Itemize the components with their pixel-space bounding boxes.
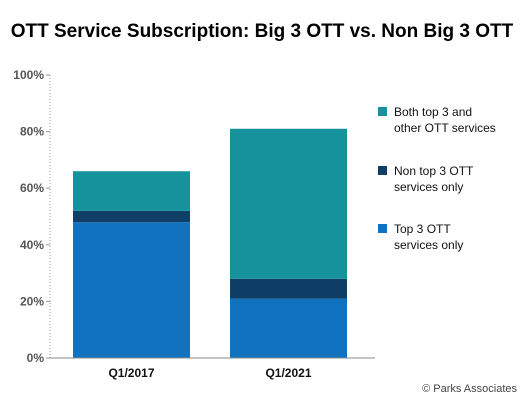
y-tick-label: 40% <box>20 238 44 252</box>
legend-label: services only <box>394 180 463 194</box>
legend-label: other OTT services <box>394 121 496 135</box>
legend-label: Both top 3 and <box>394 105 472 119</box>
plot-area: 0% 20% 40% 60% 80% 100% Q1/2017 Q1/2021 <box>13 68 375 380</box>
x-category-label: Q1/2021 <box>265 366 311 380</box>
bar-segment <box>230 278 347 299</box>
y-tick-label: 0% <box>27 351 45 365</box>
x-category-label: Q1/2017 <box>108 366 154 380</box>
legend-label: Non top 3 OTT <box>394 164 474 178</box>
y-tick-label: 60% <box>20 181 44 195</box>
y-tick-label: 80% <box>20 125 44 139</box>
y-tick-label: 100% <box>13 68 44 82</box>
source-credit: © Parks Associates <box>422 383 517 395</box>
bar-segment <box>73 210 190 223</box>
legend: Both top 3 and other OTT services Non top … <box>378 105 496 252</box>
bar-segment <box>230 128 347 279</box>
chart-title: OTT Service Subscription: Big 3 OTT vs. … <box>11 21 514 42</box>
legend-swatch <box>378 224 387 233</box>
bar-segment <box>230 298 347 358</box>
legend-swatch <box>378 166 387 175</box>
legend-label: Top 3 OTT <box>394 222 451 236</box>
bar-segment <box>73 222 190 358</box>
y-tick-label: 20% <box>20 294 44 308</box>
legend-swatch <box>378 107 387 116</box>
bar-segment <box>73 171 190 211</box>
legend-label: services only <box>394 238 463 252</box>
